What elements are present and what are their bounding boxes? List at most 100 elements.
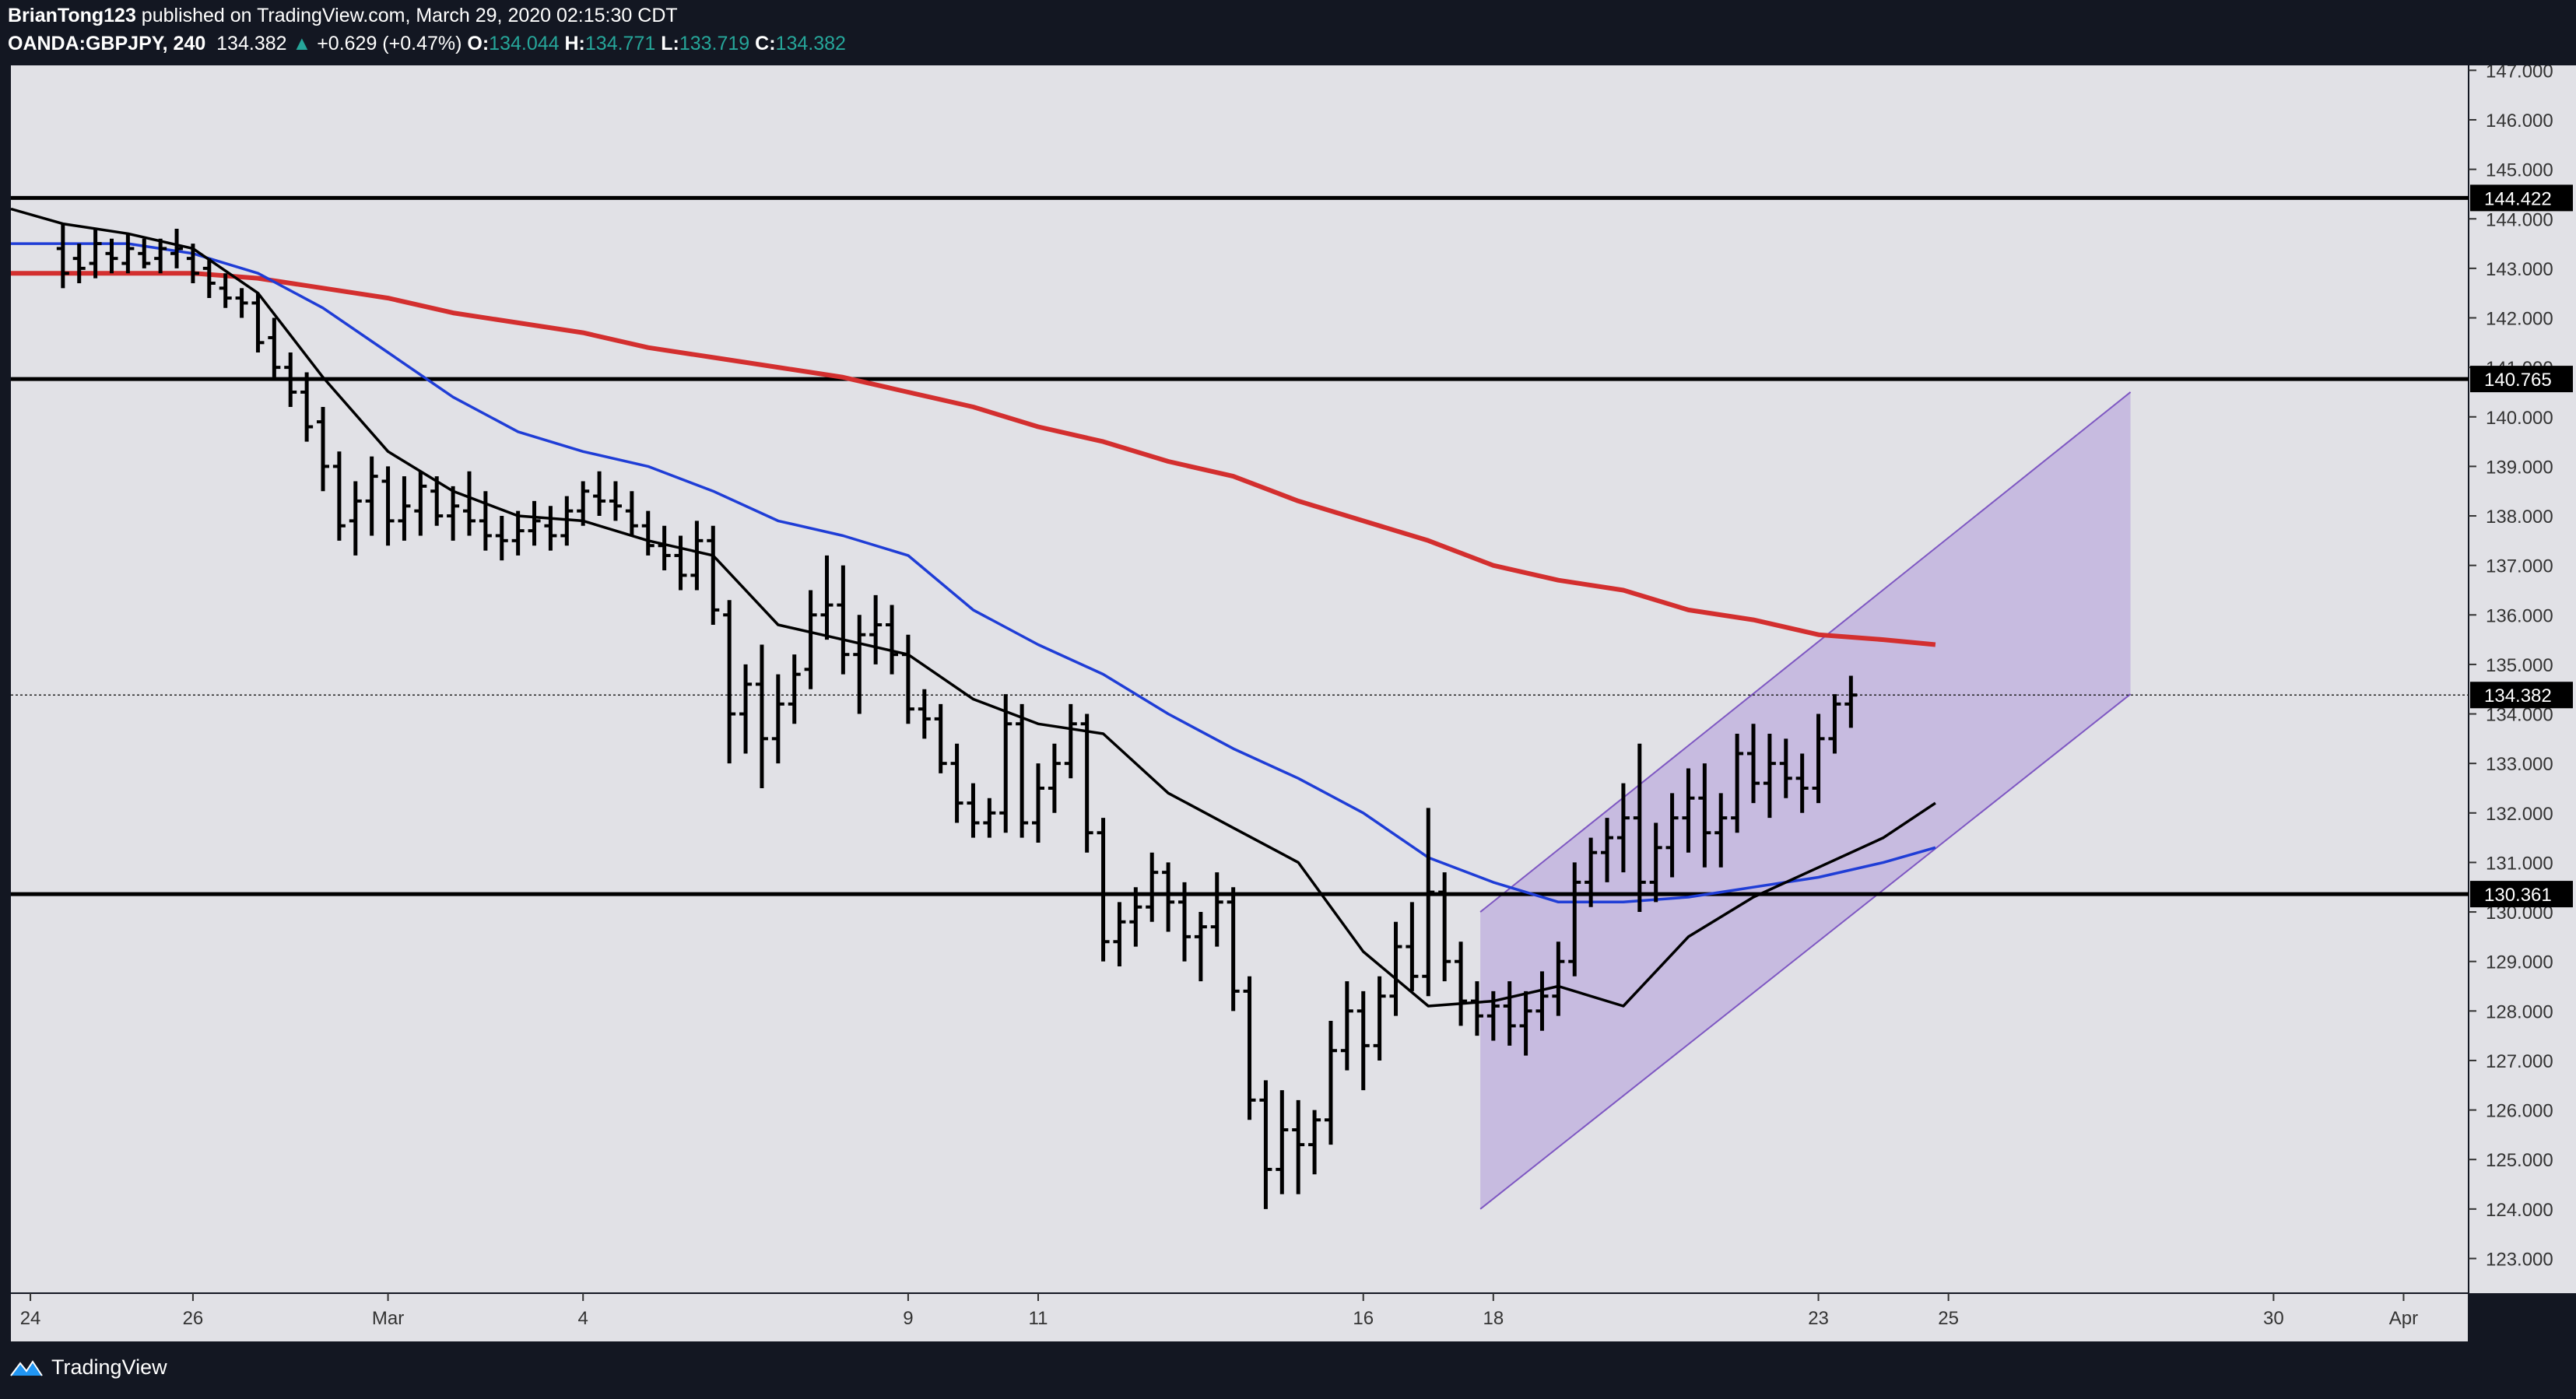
ohlc-bar (528, 500, 541, 546)
last-price: 134.382 (216, 33, 287, 54)
y-tick-label: 145.000 (2486, 160, 2553, 181)
ohlc-bar (365, 456, 378, 536)
ohlc-bar (1812, 714, 1825, 804)
low-value: 133.719 (679, 33, 750, 54)
y-tick-label: 143.000 (2486, 259, 2553, 280)
channel-fill (1480, 391, 2131, 1209)
high-value: 134.771 (584, 33, 656, 54)
ohlc-bar (1731, 733, 1744, 833)
ohlc-bar (1682, 768, 1695, 853)
ohlc-bar (1649, 822, 1662, 903)
ohlc-bar (1616, 783, 1630, 873)
ohlc-bar (1763, 733, 1776, 819)
chart-area[interactable]: 123.000 124.000 125.000 126.000 127.000 128.0… (0, 61, 2576, 1341)
ohlc-bar (1585, 837, 1598, 907)
symbol-info: OANDA:GBPJPY, 240 134.382 ▲ +0.629 (+0.4… (8, 33, 846, 55)
publisher-name[interactable]: BrianTong123 (8, 5, 136, 26)
level-price-label: 140.765 (2484, 370, 2552, 391)
ohlc-bar (1292, 1099, 1305, 1194)
open-label: O: (467, 33, 490, 54)
tradingview-logo-icon (10, 1359, 43, 1376)
ohlc-bar (1535, 971, 1549, 1031)
low-label: L: (661, 33, 679, 54)
ohlc-bar (495, 516, 508, 561)
chart-footer: TradingView (0, 1341, 2576, 1399)
symbol-label[interactable]: OANDA:GBPJPY, 240 (8, 33, 206, 54)
x-tick-label: 25 (1938, 1308, 1959, 1329)
ohlc-bar (755, 644, 768, 788)
x-tick-label: Apr (2389, 1308, 2418, 1329)
x-tick-label: 9 (903, 1308, 913, 1329)
ohlc-bar (723, 600, 736, 764)
close-value: 134.382 (775, 33, 846, 54)
y-tick-label: 131.000 (2486, 853, 2553, 874)
time-axis[interactable] (11, 1293, 2469, 1341)
tradingview-logo[interactable]: TradingView (9, 1355, 167, 1380)
ohlc-bar (1243, 976, 1256, 1120)
level-price-tag (2470, 881, 2573, 908)
y-tick-label: 136.000 (2486, 605, 2553, 626)
ohlc-bar (593, 471, 606, 517)
ohlc-bar (1455, 941, 1468, 1026)
x-tick-label: 26 (183, 1308, 204, 1329)
ohlc-bar (771, 674, 784, 764)
publish-info: BrianTong123 published on TradingView.co… (8, 5, 678, 27)
y-tick-label: 137.000 (2486, 556, 2553, 577)
close-label: C: (755, 33, 776, 54)
price-chart[interactable]: 123.000 124.000 125.000 126.000 127.000 128.0… (0, 61, 2576, 1341)
ohlc-bar (1064, 703, 1077, 779)
x-tick-label: 11 (1029, 1308, 1048, 1329)
ohlc-bar (414, 471, 427, 536)
ohlc-bar (1486, 991, 1500, 1041)
ohlc-bar (1016, 703, 1029, 838)
ohlc-bar (1601, 818, 1614, 882)
level-price-label: 144.422 (2484, 188, 2552, 209)
ohlc-bar (1747, 724, 1760, 804)
ohlc-bar (1373, 976, 1386, 1061)
ohlc-bar (544, 506, 557, 551)
ohlc-bar (462, 471, 476, 536)
ohlc-bar (1113, 902, 1126, 967)
ohlc-bar (1698, 763, 1711, 868)
x-tick-label: 4 (578, 1308, 588, 1329)
change-arrow-icon: ▲ (292, 33, 312, 54)
ohlc-bar (1779, 738, 1792, 798)
x-tick-label: Mar (372, 1308, 404, 1329)
ohlc-bar (641, 510, 655, 556)
tradingview-brand: TradingView (51, 1355, 167, 1379)
ohlc-bar (1406, 902, 1419, 991)
y-tick-label: 132.000 (2486, 804, 2553, 825)
ohlc-bar (1276, 1090, 1289, 1194)
ohlc-bar (56, 223, 69, 289)
y-tick-label: 147.000 (2486, 65, 2553, 82)
y-tick-label: 129.000 (2486, 952, 2553, 973)
last-price-label: 134.382 (2484, 685, 2552, 707)
ohlc-bar (89, 228, 102, 279)
ohlc-bar (1519, 991, 1532, 1056)
x-tick-label: 30 (2263, 1308, 2284, 1329)
level-price-tag (2470, 366, 2573, 393)
ohlc-bar (934, 703, 947, 773)
ohlc-bar (1097, 818, 1110, 962)
moving-average-line (11, 271, 1936, 647)
ohlc-bar (1389, 921, 1402, 1016)
ohlc-bar (837, 565, 850, 675)
ohlc-bar (1177, 882, 1191, 962)
ohlc-bar (983, 798, 996, 838)
ohlc-bar (1080, 714, 1093, 853)
price-axis[interactable] (2469, 65, 2576, 1293)
ohlc-bar (1227, 887, 1240, 1012)
ohlc-bar (1568, 862, 1581, 976)
ohlc-bar (511, 510, 525, 556)
ohlc-bar (251, 293, 265, 353)
ohlc-bar (625, 491, 638, 536)
ohlc-bar (1422, 808, 1435, 997)
y-tick-label: 126.000 (2486, 1101, 2553, 1122)
ohlc-bar (332, 451, 346, 541)
ohlc-bar (1438, 872, 1451, 982)
ohlc-bar (1470, 981, 1483, 1036)
y-tick-label: 142.000 (2486, 309, 2553, 330)
y-tick-label: 139.000 (2486, 457, 2553, 478)
channel-upper-line (1479, 391, 2132, 913)
y-tick-label: 125.000 (2486, 1150, 2553, 1171)
